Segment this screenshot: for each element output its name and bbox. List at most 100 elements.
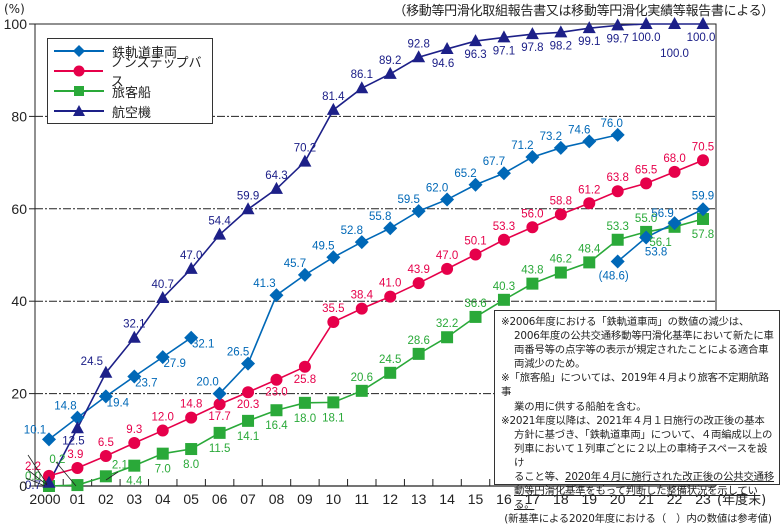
- series-markers: [42, 17, 710, 492]
- data-label: 71.2: [511, 140, 533, 152]
- data-label: 100.0: [687, 32, 716, 44]
- note-3-line: 列車において１列車ごとに２以上の車椅子スペースを設け: [514, 442, 768, 469]
- diamond-marker: [241, 356, 256, 371]
- square-marker: [384, 366, 397, 379]
- triangle-marker-icon: [54, 105, 104, 116]
- diamond-marker-icon: [54, 45, 104, 57]
- x-tick-label: 10: [326, 491, 342, 507]
- diamond-marker: [610, 254, 625, 269]
- x-tick-label: 13: [411, 491, 427, 507]
- diamond-marker: [98, 389, 113, 404]
- data-label: 20.6: [351, 372, 373, 384]
- circle-marker: [469, 248, 482, 261]
- square-marker: [412, 347, 425, 360]
- triangle-marker: [326, 102, 340, 115]
- triangle-marker: [412, 50, 426, 63]
- data-label: 0.0: [25, 471, 41, 483]
- x-tick-label: 14: [439, 491, 455, 507]
- triangle-marker: [156, 290, 170, 303]
- diamond-marker: [553, 140, 568, 155]
- circle-marker: [213, 398, 226, 411]
- legend-label: 鉄軌道車両: [112, 45, 178, 61]
- leader-line: [25, 477, 46, 487]
- diamond-marker: [525, 150, 540, 165]
- data-label: 99.1: [578, 36, 600, 48]
- data-label: 19.4: [107, 397, 130, 409]
- triangle-marker: [668, 17, 682, 29]
- triangle-marker: [611, 18, 625, 31]
- data-label: 73.2: [540, 131, 562, 143]
- note-1-line: 両番号等の点字等の表示が規定されたことによる適合車: [514, 344, 769, 357]
- circle-marker: [355, 302, 368, 315]
- square-marker: [270, 404, 283, 417]
- data-label: 47.0: [436, 250, 458, 262]
- note-2-line: ※「旅客船」については、2019年４月より旅客不定期航路事: [501, 372, 769, 399]
- data-label: 12.5: [62, 435, 84, 447]
- legend-item-bus: ノンステップバス: [54, 56, 212, 90]
- circle-marker: [384, 290, 397, 303]
- data-label: 9.3: [126, 424, 142, 436]
- data-label: 36.6: [464, 298, 486, 310]
- data-label: 2.2: [25, 461, 41, 473]
- data-label: 89.2: [379, 55, 401, 67]
- leader-line: [27, 454, 48, 485]
- series-line-rail: [48, 337, 192, 440]
- diamond-marker: [127, 369, 142, 384]
- circle-marker: [242, 386, 255, 399]
- data-label: 53.3: [493, 221, 515, 233]
- square-marker: [441, 331, 454, 344]
- data-label: 57.8: [692, 229, 714, 241]
- data-label: 76.0: [601, 118, 623, 130]
- square-marker: [469, 310, 482, 323]
- data-label: 67.7: [483, 156, 505, 168]
- data-label: 92.8: [407, 38, 429, 50]
- circle-marker: [554, 208, 567, 221]
- line-chart: 0.0 0.2 2.1 4.4 7.0 8.0 11.5 14.1 16.4 18.0 18.1 20…: [4, 16, 767, 508]
- square-marker: [583, 256, 596, 269]
- data-label: 61.2: [578, 184, 600, 196]
- triangle-marker: [440, 41, 454, 54]
- data-label: 99.7: [607, 33, 629, 45]
- data-label: 81.4: [322, 91, 345, 103]
- data-label: 64.3: [265, 170, 287, 182]
- x-tick-label: 23: [695, 491, 711, 507]
- x-tick-label: 19: [581, 491, 597, 507]
- data-label: 58.8: [550, 195, 572, 207]
- data-label: 43.8: [521, 265, 543, 277]
- square-marker: [355, 384, 368, 397]
- legend-label: ノンステップバス: [110, 56, 202, 90]
- data-label: 68.0: [663, 153, 685, 165]
- diamond-marker: [269, 288, 284, 303]
- x-tick-label: 2000: [29, 491, 60, 507]
- data-label: 14.8: [180, 399, 202, 411]
- circle-marker: [128, 437, 141, 450]
- triangle-marker: [269, 181, 283, 194]
- square-marker-icon: [54, 86, 104, 96]
- x-tick-label: 17: [525, 491, 541, 507]
- diamond-marker: [326, 250, 341, 265]
- diamond-marker: [468, 177, 483, 192]
- diamond-marker: [297, 267, 312, 282]
- triangle-marker: [554, 25, 568, 38]
- data-label: 11.5: [209, 443, 231, 455]
- data-label: 54.4: [208, 216, 231, 228]
- triangle-marker: [383, 66, 397, 79]
- circle-marker: [185, 411, 198, 424]
- data-label: 65.2: [454, 168, 476, 180]
- data-label: 94.6: [432, 58, 454, 70]
- tick-labels: 0 20 40 60 80 100 2000 01 02 03 04 05 06 07 08 09 10 11 12…: [4, 16, 767, 508]
- data-label: 8.0: [183, 459, 199, 471]
- data-label: 32.2: [436, 318, 458, 330]
- plot-frame: [34, 23, 717, 486]
- circle-marker: [583, 197, 596, 210]
- series-line: [48, 23, 703, 484]
- data-label: 27.9: [164, 358, 186, 370]
- data-label: 46.2: [550, 254, 572, 266]
- data-label: 26.5: [227, 347, 249, 359]
- legend-label: 旅客船: [112, 85, 152, 101]
- square-marker: [156, 447, 169, 460]
- square-marker: [327, 396, 340, 409]
- circle-marker: [71, 461, 84, 474]
- y-tick-label: 20: [11, 386, 27, 402]
- notes-box: ※2006年度における「鉄軌道車両」の数値の減少は、 2006年度の公共交通移動…: [494, 310, 780, 525]
